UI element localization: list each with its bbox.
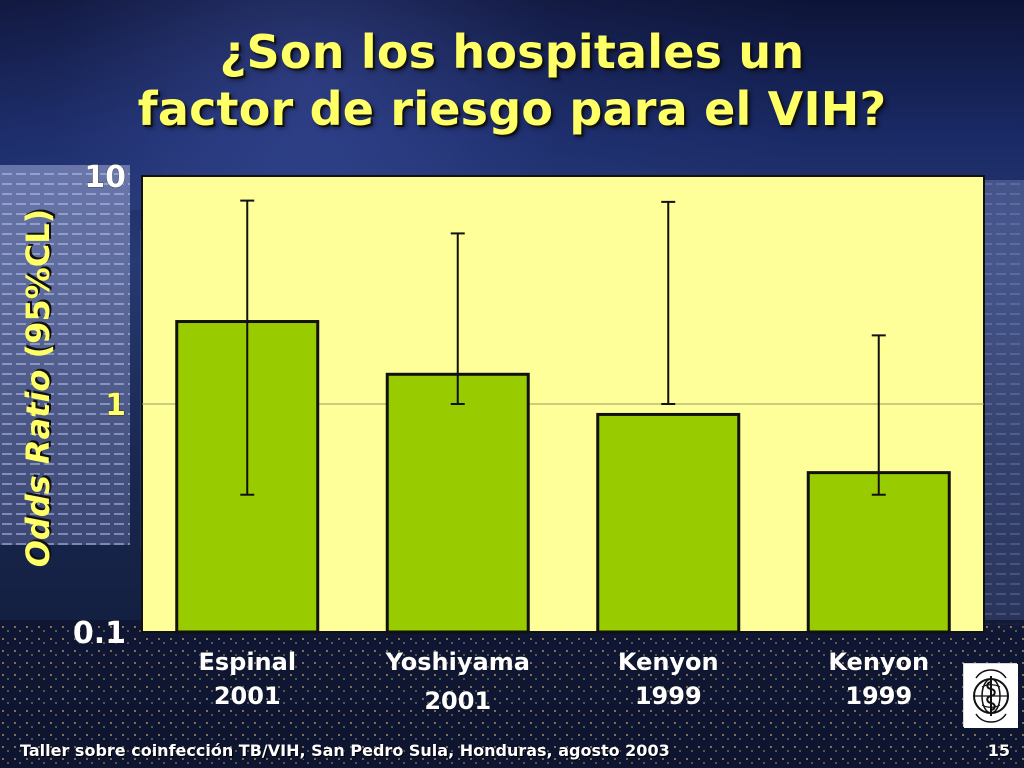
bar xyxy=(596,412,741,634)
x-tick-label: Kenyon xyxy=(618,648,719,676)
y-axis-title: Odds Ratio (95%CL) xyxy=(19,209,57,568)
x-tick-label: 2001 xyxy=(424,687,491,715)
x-tick-label: 1999 xyxy=(845,682,912,710)
bar xyxy=(385,372,530,634)
x-tick-label: Espinal xyxy=(198,648,296,676)
y-tick-label: 1 xyxy=(105,388,126,423)
who-emblem-icon xyxy=(964,664,1018,728)
slide-title: ¿Son los hospitales un factor de riesgo … xyxy=(0,24,1024,137)
x-tick-label: 1999 xyxy=(635,682,702,710)
y-tick-label: 0.1 xyxy=(73,616,126,651)
y-axis-title-rest: (95%CL) xyxy=(19,208,57,370)
title-line-1: ¿Son los hospitales un xyxy=(219,25,805,79)
who-logo xyxy=(963,663,1018,728)
x-tick-label: 2001 xyxy=(214,682,281,710)
x-tick-label: Yoshiyama xyxy=(385,648,530,676)
title-line-2: factor de riesgo para el VIH? xyxy=(137,81,887,136)
bar xyxy=(806,471,951,634)
footer-text: Taller sobre coinfección TB/VIH, San Ped… xyxy=(20,741,670,760)
x-tick-label: Kenyon xyxy=(828,648,929,676)
y-tick-label: 10 xyxy=(84,160,126,195)
y-axis-title-italic: Odds Ratio xyxy=(19,369,57,568)
page-number: 15 xyxy=(987,741,1010,760)
